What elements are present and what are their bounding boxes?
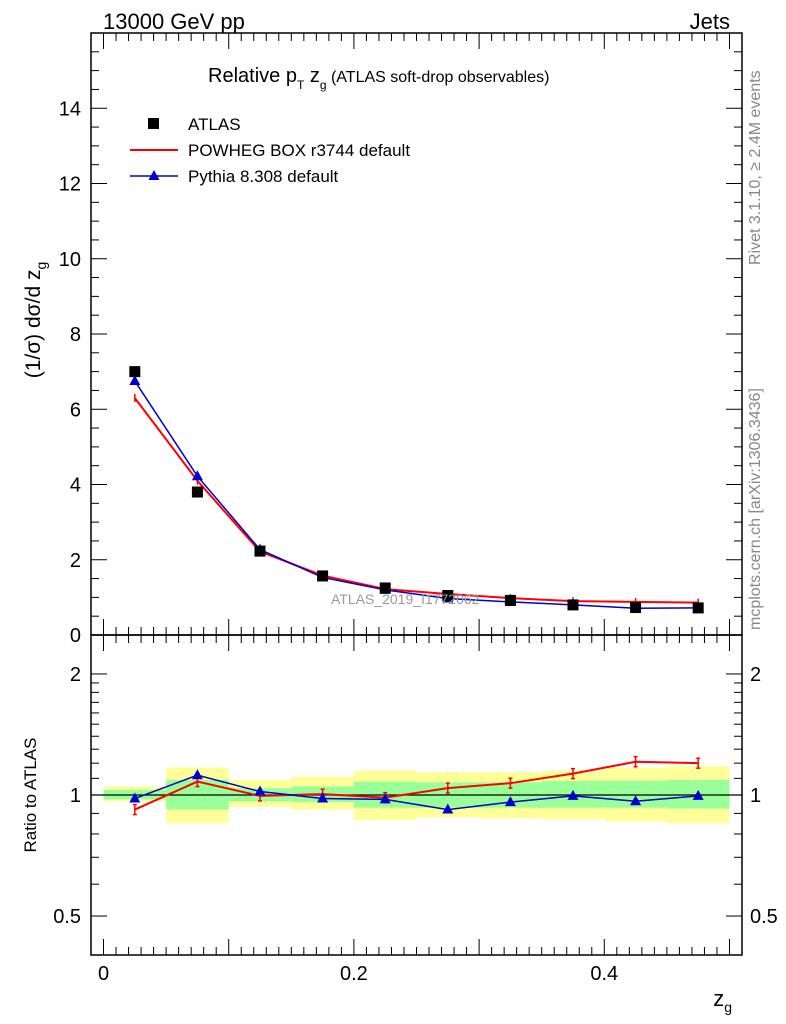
legend-label-atlas: ATLAS: [188, 115, 241, 134]
powheg-ratio-line: [134, 760, 699, 811]
ylabel-top: (1/σ) dσ/d zg: [22, 262, 49, 379]
chart-title: Relative pT zg (ATLAS soft-drop observab…: [208, 65, 549, 92]
main-axes: 0 2 4 6 8 10 12 14: [59, 33, 742, 647]
legend: ATLAS POWHEG BOX r3744 default Pythia 8.…: [130, 115, 410, 186]
atlas-point: [504, 594, 516, 606]
x-tick-label: 0: [98, 963, 109, 985]
pythia-ratio-point: [191, 769, 203, 780]
x-tick-label: 0.4: [590, 963, 618, 985]
ratio-y-tick-label: 0.5: [53, 906, 81, 928]
ratio-panel: 0.5 0.5 1 1 2 2 0 0.2 0.4: [53, 634, 778, 985]
y-tick-label: 14: [59, 98, 81, 120]
y-tick-label: 6: [70, 399, 81, 421]
pythia-line: [134, 380, 699, 610]
pythia-ratio-point: [504, 796, 516, 807]
pythia-ratio-point: [129, 792, 141, 803]
legend-label-pythia: Pythia 8.308 default: [188, 167, 339, 186]
y-tick-label: 4: [70, 475, 81, 497]
atlas-point: [379, 582, 391, 594]
header-right: Jets: [690, 9, 730, 34]
ratio-data-layer: [91, 755, 742, 824]
legend-label-powheg: POWHEG BOX r3744 default: [188, 141, 410, 160]
analysis-watermark: ATLAS_2019_I1772062: [331, 591, 480, 607]
atlas-point: [254, 545, 266, 557]
atlas-point: [442, 589, 454, 601]
pythia-ratio-point: [379, 793, 391, 804]
svg-text:(1/σ) dσ/d zg: (1/σ) dσ/d zg: [22, 262, 49, 379]
ylabel-bottom: Ratio to ATLAS: [21, 738, 40, 853]
pythia-ratio-point: [630, 795, 642, 806]
mcplots-label: mcplots.cern.ch [arXiv:1306.3436]: [747, 388, 764, 630]
pythia-point: [129, 375, 141, 386]
main-panel: 0 2 4 6 8 10 12 14: [59, 32, 743, 647]
ratio-y-tick-label-right: 1: [750, 785, 761, 807]
atlas-point: [630, 602, 642, 614]
pythia-ratio-line: [134, 774, 699, 811]
powheg-line: [134, 397, 699, 604]
ratio-y-tick-label: 2: [70, 664, 81, 686]
ratio-axes: 0.5 0.5 1 1 2 2 0 0.2 0.4: [53, 635, 778, 985]
y-tick-label: 0: [70, 625, 81, 647]
pythia-ratio-point: [254, 785, 266, 796]
pythia-ratio-point: [442, 803, 454, 814]
main-data-layer: [129, 366, 704, 614]
pythia-ratio-point: [317, 792, 329, 803]
ratio-y-tick-label-right: 2: [750, 664, 761, 686]
pythia-point: [191, 470, 203, 481]
xlabel: zg: [713, 986, 732, 1015]
atlas-point: [692, 602, 704, 614]
ratio-y-tick-label-right: 0.5: [750, 906, 778, 928]
header-left: 13000 GeV pp: [103, 9, 245, 34]
atlas-point: [317, 570, 329, 582]
y-tick-label: 12: [59, 174, 81, 196]
atlas-point: [129, 366, 141, 378]
atlas-point: [567, 599, 579, 611]
pythia-ratio-point: [567, 789, 579, 800]
pythia-ratio-point: [692, 789, 704, 800]
ratio-y-tick-label: 1: [70, 785, 81, 807]
x-tick-label: 0.2: [340, 963, 368, 985]
y-tick-label: 2: [70, 550, 81, 572]
legend-marker-atlas: [148, 118, 159, 129]
rivet-label: Rivet 3.1.10, ≥ 2.4M events: [747, 70, 764, 265]
atlas-point: [191, 486, 203, 498]
y-tick-label: 10: [59, 249, 81, 271]
y-tick-label: 8: [70, 324, 81, 346]
legend-marker-pythia: [148, 170, 160, 180]
